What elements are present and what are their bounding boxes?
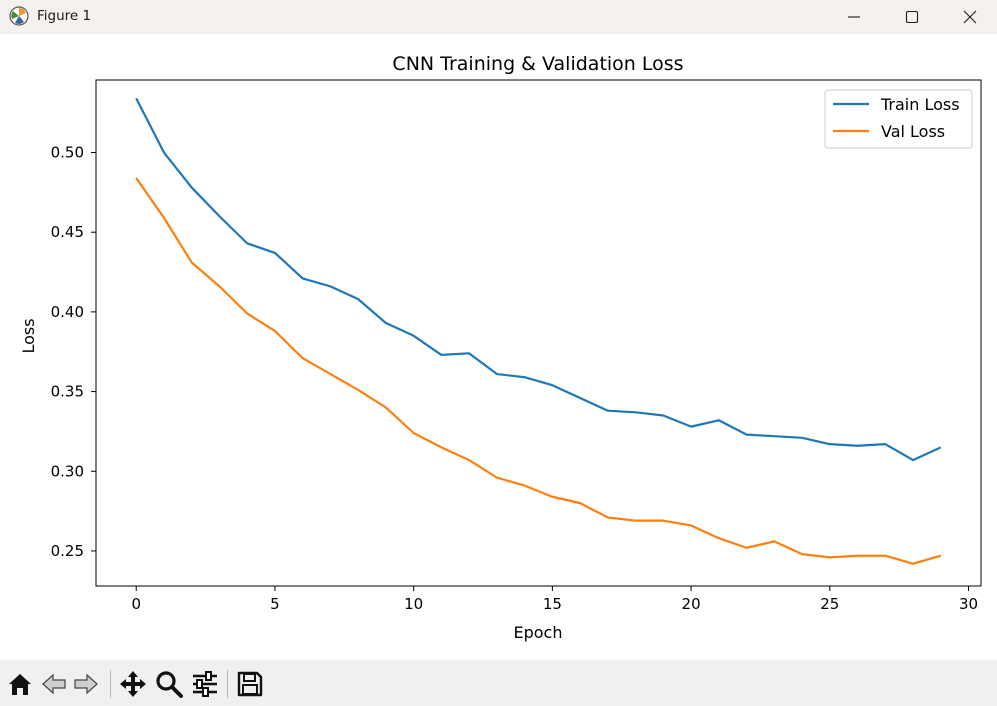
zoom-button[interactable] [153, 668, 185, 700]
y-tick-label: 0.45 [51, 223, 84, 241]
y-tick-label: 0.25 [51, 542, 84, 560]
x-tick-label: 15 [543, 595, 562, 613]
val-loss-line [135, 177, 942, 565]
plot-frame [95, 79, 982, 587]
y-tick-label: 0.50 [51, 144, 84, 162]
navigation-toolbar [0, 660, 997, 706]
home-icon [9, 674, 31, 695]
y-axis-label: Loss [19, 318, 38, 353]
x-tick-label: 0 [131, 595, 141, 613]
legend-label-val: Val Loss [881, 122, 945, 141]
window-title: Figure 1 [37, 8, 92, 24]
home-button[interactable] [4, 668, 36, 700]
maximize-icon [905, 10, 919, 24]
x-tick-label: 10 [404, 595, 423, 613]
close-button[interactable] [941, 0, 997, 34]
close-icon [963, 10, 977, 24]
pan-button[interactable] [117, 668, 149, 700]
matplotlib-app-icon [9, 6, 29, 26]
y-tick-label: 0.30 [51, 462, 84, 480]
loss-line-chart: CNN Training & Validation Loss 0 5 10 15 20 2… [19, 53, 982, 642]
maximize-button[interactable] [883, 0, 941, 34]
configure-subplots-icon [193, 671, 217, 697]
configure-subplots-button[interactable] [189, 668, 221, 700]
zoom-magnifier-icon [156, 671, 183, 698]
x-tick-label: 30 [959, 595, 978, 613]
save-floppy-icon [237, 671, 263, 697]
x-tick-label: 5 [270, 595, 280, 613]
x-tick-label: 20 [682, 595, 701, 613]
toolbar-separator [227, 670, 228, 698]
save-button[interactable] [234, 668, 266, 700]
back-button[interactable] [38, 668, 70, 700]
minimize-button[interactable] [825, 0, 883, 34]
forward-button[interactable] [70, 668, 102, 700]
window-title-bar: Figure 1 [0, 0, 997, 34]
train-loss-line [135, 97, 942, 462]
x-axis-label: Epoch [514, 623, 563, 642]
toolbar-separator [110, 670, 111, 698]
legend-label-train: Train Loss [880, 95, 960, 114]
y-tick-label: 0.35 [51, 383, 84, 401]
forward-arrow-icon [74, 673, 98, 695]
x-tick-label: 25 [820, 595, 839, 613]
chart-title: CNN Training & Validation Loss [392, 53, 683, 75]
pan-move-icon [120, 671, 146, 697]
figure-canvas: CNN Training & Validation Loss 0 5 10 15 20 2… [0, 34, 997, 660]
legend: Train Loss Val Loss [824, 89, 973, 149]
y-tick-label: 0.40 [51, 303, 84, 321]
back-arrow-icon [42, 673, 66, 695]
minimize-icon [848, 16, 860, 18]
